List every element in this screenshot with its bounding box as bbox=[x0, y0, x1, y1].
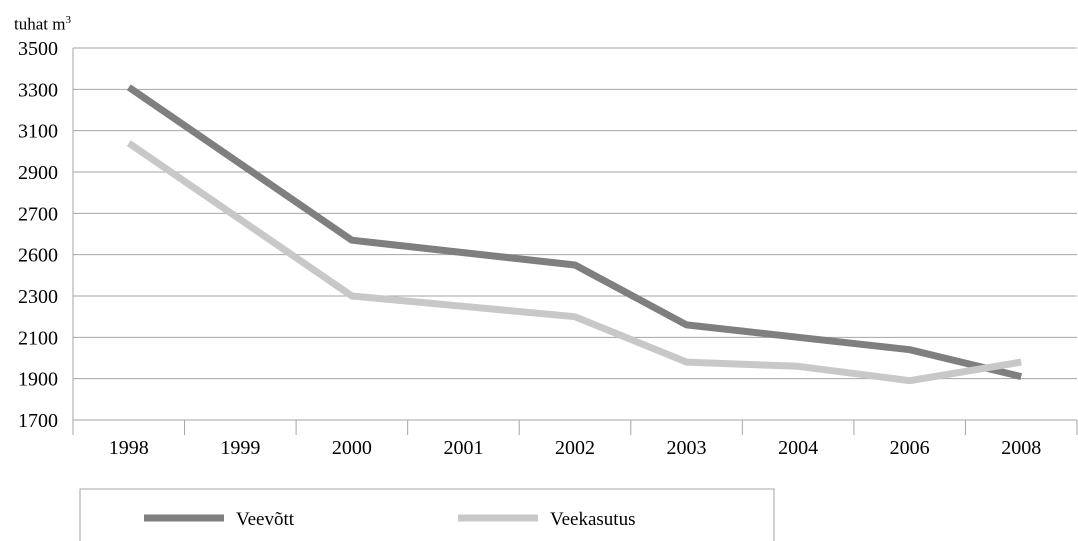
axes bbox=[72, 48, 1077, 421]
y-axis-unit-label: tuhat m3 bbox=[14, 14, 71, 35]
x-tick-label: 2008 bbox=[1001, 437, 1041, 459]
y-tick-label: 1700 bbox=[18, 410, 58, 432]
legend: Veevõtt Veekasutus bbox=[79, 488, 775, 541]
series-line-veekasutus bbox=[126, 140, 1022, 385]
y-tick-label: 2900 bbox=[18, 162, 58, 184]
x-tick-label: 2001 bbox=[443, 437, 483, 459]
gridlines bbox=[73, 47, 1077, 380]
unit-superscript: 3 bbox=[65, 14, 71, 26]
y-tick-label: 2700 bbox=[18, 203, 58, 225]
y-tick-label: 3100 bbox=[18, 121, 58, 143]
x-axis-ticks: 1998 1999 2000 2001 2002 2003 2004 2006 2008 bbox=[72, 420, 1078, 459]
x-tick-label: 1998 bbox=[109, 437, 149, 459]
x-tick-label: 2003 bbox=[667, 437, 707, 459]
y-tick-label: 3300 bbox=[18, 79, 58, 101]
unit-text: tuhat m bbox=[14, 14, 66, 34]
y-tick-label: 2100 bbox=[18, 327, 58, 349]
x-tick-label: 2002 bbox=[555, 437, 595, 459]
series-lines bbox=[126, 84, 1023, 385]
y-axis-ticks: 3500 3300 3100 2900 2700 2600 2300 2100 1900 1700 bbox=[18, 38, 58, 432]
y-tick-label: 2600 bbox=[18, 245, 58, 267]
x-tick-label: 1999 bbox=[220, 437, 260, 459]
x-tick-label: 2000 bbox=[332, 437, 372, 459]
y-tick-label: 2300 bbox=[18, 286, 58, 308]
y-tick-label: 1900 bbox=[18, 369, 58, 391]
series-line-veev-tt bbox=[126, 84, 1023, 381]
legend-label-veekasutus: Veekasutus bbox=[550, 509, 635, 530]
y-tick-label: 3500 bbox=[18, 38, 58, 60]
x-tick-label: 2006 bbox=[890, 437, 930, 459]
legend-box bbox=[79, 488, 775, 541]
legend-label-veev-tt: Veevõtt bbox=[236, 509, 295, 530]
x-tick-label: 2004 bbox=[778, 437, 818, 459]
